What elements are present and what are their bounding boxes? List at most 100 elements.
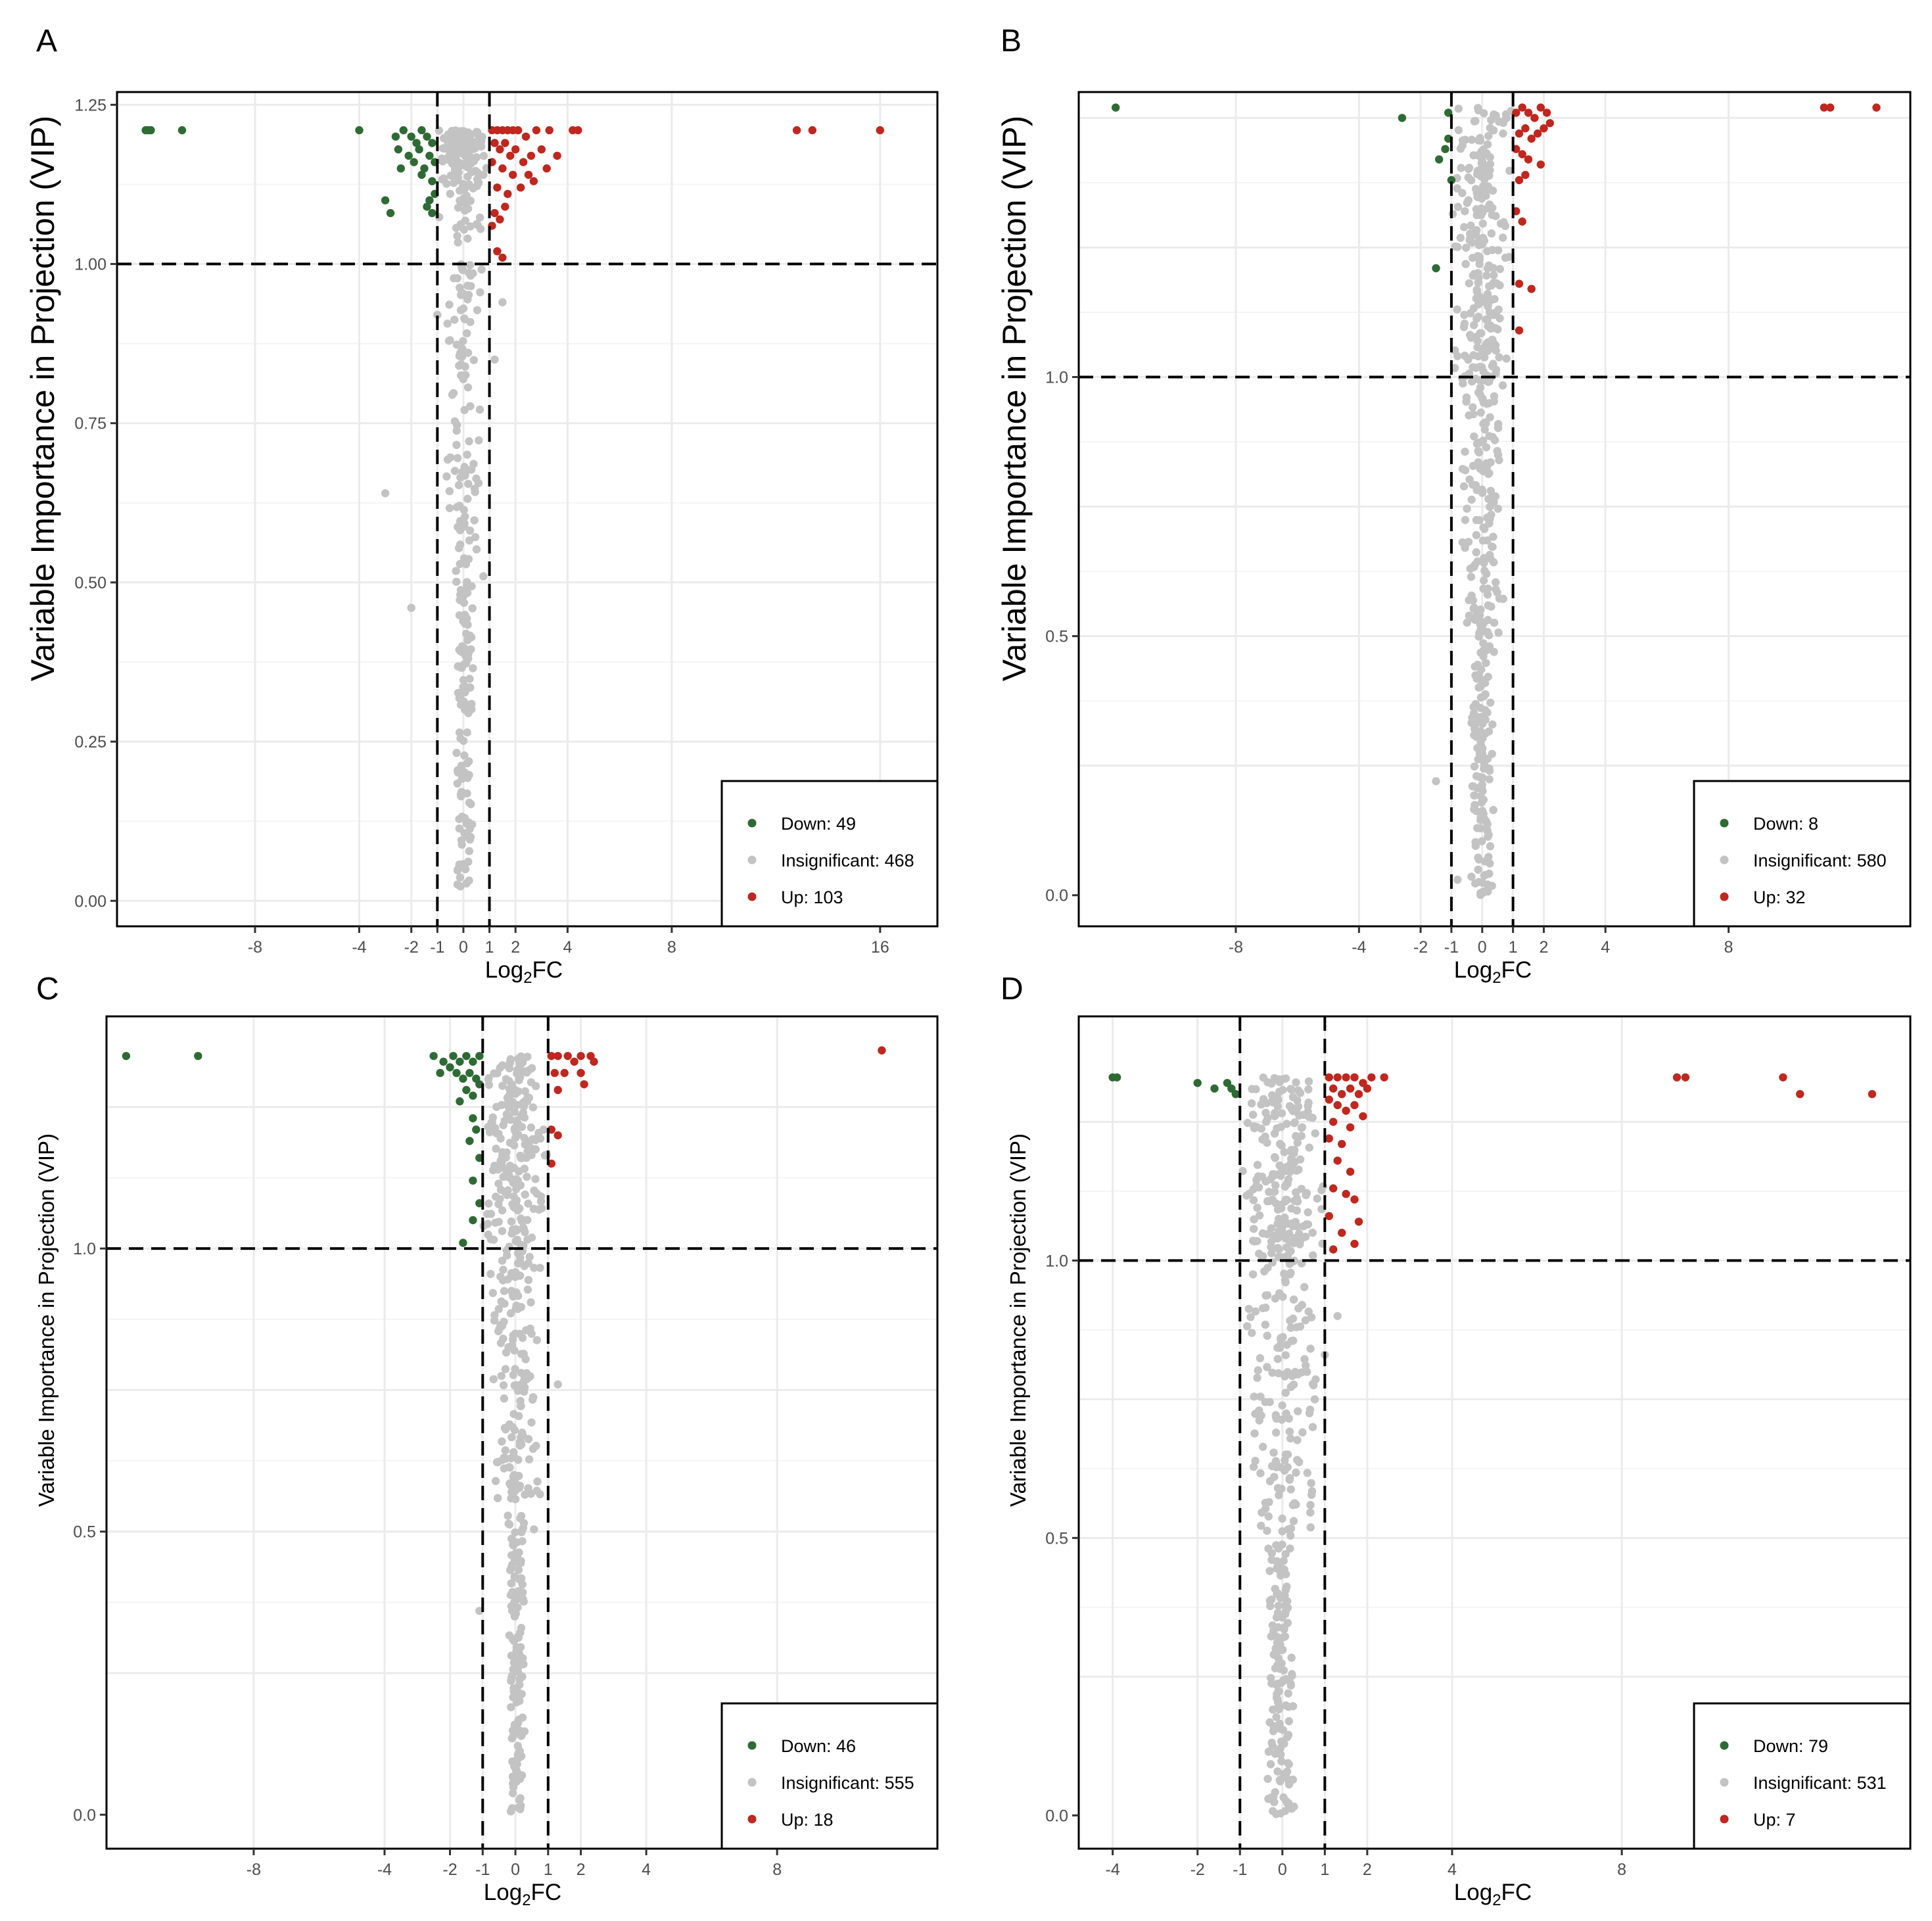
point-insignificant	[1272, 1428, 1281, 1437]
point-insignificant	[1478, 160, 1486, 170]
point-down	[459, 1074, 467, 1083]
point-insignificant	[1268, 1621, 1277, 1630]
point-insignificant	[1255, 1249, 1263, 1258]
point-insignificant	[1495, 456, 1503, 465]
point-insignificant	[1479, 584, 1488, 593]
panel-a: A Variable Importance in Projection (VIP…	[24, 24, 939, 987]
point-insignificant	[532, 1486, 541, 1495]
point-insignificant	[1265, 1567, 1274, 1575]
point-insignificant	[510, 1556, 519, 1565]
point-insignificant	[1274, 1544, 1283, 1553]
point-up	[1325, 1212, 1334, 1221]
point-insignificant	[519, 1588, 527, 1597]
point-insignificant	[500, 1464, 508, 1473]
point-insignificant	[554, 1380, 562, 1388]
point-insignificant	[1281, 1632, 1290, 1641]
point-insignificant	[1485, 775, 1494, 784]
point-insignificant	[1307, 1479, 1315, 1488]
point-up	[1527, 134, 1536, 143]
point-insignificant	[1277, 1109, 1286, 1118]
point-up	[496, 215, 504, 224]
point-insignificant	[509, 1665, 517, 1674]
point-insignificant	[523, 1216, 532, 1224]
point-up	[550, 1068, 559, 1078]
point-insignificant	[1276, 1594, 1285, 1602]
point-up	[1338, 1229, 1346, 1237]
y-tick-label: 1.0	[73, 1240, 96, 1258]
point-insignificant	[1284, 1525, 1292, 1534]
panel-d: D Variable Importance in Projection (VIP…	[1001, 972, 1912, 1909]
point-insignificant	[1487, 281, 1496, 290]
point-insignificant	[1249, 1110, 1258, 1119]
point-insignificant	[1273, 1244, 1282, 1252]
point-up	[493, 183, 502, 192]
x-tick-label: 4	[563, 938, 572, 957]
point-insignificant	[1271, 1788, 1279, 1797]
point-insignificant	[1283, 1603, 1292, 1612]
point-insignificant	[1492, 309, 1500, 318]
point-insignificant	[467, 465, 476, 474]
point-insignificant	[1490, 110, 1498, 119]
point-down	[428, 208, 436, 218]
x-tick-label: -2	[442, 1861, 457, 1879]
point-down	[412, 139, 421, 147]
point-insignificant	[509, 1410, 518, 1419]
point-insignificant	[1499, 218, 1508, 227]
point-insignificant	[1279, 1557, 1288, 1565]
point-insignificant	[463, 348, 473, 357]
point-up	[1536, 103, 1545, 112]
point-insignificant	[1304, 1220, 1313, 1229]
point-insignificant	[494, 1129, 503, 1138]
point-insignificant	[1481, 729, 1490, 738]
point-insignificant	[1467, 495, 1476, 504]
point-up	[1521, 170, 1530, 179]
point-insignificant	[1264, 1747, 1273, 1756]
x-tick-label: -8	[247, 1861, 261, 1879]
point-insignificant	[1474, 713, 1483, 722]
point-insignificant	[1461, 447, 1469, 456]
point-insignificant	[1475, 237, 1484, 245]
point-insignificant	[502, 1153, 510, 1162]
point-down	[381, 196, 390, 204]
point-insignificant	[456, 186, 464, 195]
point-insignificant	[454, 662, 462, 671]
point-insignificant	[458, 467, 467, 476]
legend-marker-insignificant	[747, 855, 757, 865]
point-insignificant	[1281, 1550, 1290, 1559]
point-insignificant	[1469, 462, 1478, 470]
point-insignificant	[469, 145, 478, 153]
point-insignificant	[1256, 1354, 1265, 1363]
x-tick-label: 2	[511, 938, 520, 957]
point-insignificant	[510, 1141, 519, 1150]
point-insignificant	[471, 533, 480, 542]
legend-marker-down	[747, 1741, 757, 1750]
point-insignificant	[492, 1145, 500, 1153]
point-insignificant	[1274, 1687, 1283, 1696]
point-insignificant	[1479, 652, 1488, 661]
point-insignificant	[1283, 1251, 1292, 1260]
point-insignificant	[1251, 1307, 1260, 1316]
point-insignificant	[1470, 117, 1479, 126]
point-insignificant	[472, 545, 481, 554]
point-up	[1346, 1123, 1355, 1132]
point-insignificant	[511, 1365, 519, 1373]
point-insignificant	[536, 1197, 546, 1206]
point-insignificant	[529, 1393, 538, 1402]
point-insignificant	[502, 1075, 511, 1083]
point-up	[1329, 1084, 1338, 1093]
point-down	[469, 1114, 477, 1123]
point-insignificant	[478, 133, 486, 141]
panel-a-letter: A	[36, 24, 57, 59]
legend-label-insignificant: Insignificant: 555	[781, 1773, 914, 1793]
point-insignificant	[1286, 1270, 1294, 1279]
point-down	[472, 1126, 481, 1134]
point-insignificant	[514, 1692, 523, 1701]
y-tick-label: 1.0	[1045, 369, 1068, 387]
point-insignificant	[1308, 1487, 1317, 1496]
point-insignificant	[1453, 202, 1463, 211]
point-insignificant	[1480, 814, 1488, 822]
point-insignificant	[1471, 481, 1480, 490]
point-down	[394, 145, 403, 154]
point-insignificant	[1474, 448, 1484, 457]
legend-label-insignificant: Insignificant: 468	[781, 851, 914, 870]
